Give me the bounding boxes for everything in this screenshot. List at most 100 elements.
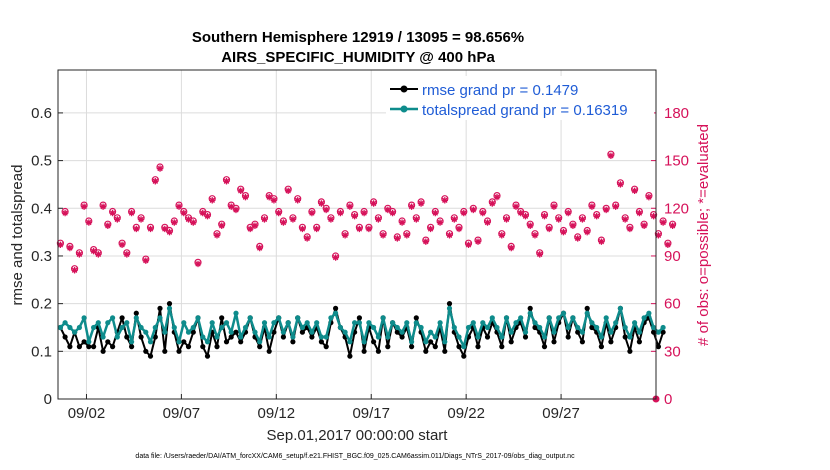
totalspread-point (361, 339, 367, 345)
series-layer (57, 301, 666, 359)
totalspread-point (556, 315, 562, 321)
totalspread-point (143, 329, 149, 335)
obs-layer (56, 150, 677, 403)
totalspread-point (110, 315, 116, 321)
totalspread-point (380, 315, 386, 321)
totalspread-point (138, 324, 144, 331)
totalspread-point (356, 320, 362, 326)
obs-evaluated-marker (550, 203, 558, 210)
obs-evaluated-marker (166, 228, 173, 236)
totalspread-point (271, 320, 277, 326)
obs-evaluated-marker (655, 232, 662, 239)
legend-rmse-label: rmse grand pr = 0.1479 (422, 82, 578, 99)
obs-evaluated-marker (489, 200, 496, 207)
totalspread-point (394, 324, 400, 331)
totalspread-point (195, 315, 201, 321)
obs-evaluated-marker (669, 222, 676, 229)
totalspread-point (190, 324, 196, 331)
rmse-point (200, 344, 206, 350)
rmse-point (484, 334, 491, 340)
totalspread-point (636, 329, 643, 335)
rmse-point (228, 334, 234, 340)
obs-evaluated-marker (522, 213, 529, 220)
totalspread-point (432, 334, 438, 340)
x-tick-label: 09/12 (258, 405, 296, 422)
rmse-point (81, 339, 87, 345)
totalspread-point (166, 305, 173, 311)
obs-evaluated-marker (498, 232, 505, 239)
rmse-point (105, 339, 111, 345)
obs-evaluated-marker (80, 203, 88, 210)
rmse-point (266, 348, 272, 354)
chart-subtitle: AIRS_SPECIFIC_HUMIDITY @ 400 hPa (221, 49, 495, 66)
obs-evaluated-marker (379, 232, 387, 239)
totalspread-point (565, 324, 571, 331)
obs-evaluated-marker (626, 225, 634, 233)
totalspread-point (242, 324, 249, 331)
obs-evaluated-marker (365, 225, 373, 233)
rmse-point (219, 315, 225, 321)
rmse-point (575, 329, 581, 335)
obs-evaluated-marker (99, 203, 107, 210)
totalspread-point (575, 324, 581, 331)
obs-evaluated-marker (114, 216, 121, 223)
totalspread-point (371, 324, 377, 331)
obs-evaluated-marker (583, 228, 591, 236)
rmse-point (91, 344, 97, 350)
obs-evaluated-marker (574, 235, 581, 242)
rmse-point (110, 344, 116, 350)
obs-evaluated-marker (602, 206, 610, 214)
obs-evaluated-marker (242, 193, 249, 201)
totalspread-point (480, 320, 486, 326)
rmse-point (522, 334, 529, 340)
obs-evaluated-marker (57, 241, 64, 249)
totalspread-point (261, 320, 268, 326)
obs-evaluated-marker (512, 203, 520, 210)
rmse-point (461, 353, 467, 359)
obs-evaluated-marker (546, 225, 553, 233)
obs-evaluated-marker (593, 213, 600, 220)
obs-evaluated-marker (175, 203, 183, 210)
obs-evaluated-marker (284, 187, 292, 194)
obs-evaluated-marker (536, 251, 543, 258)
totalspread-point (285, 320, 291, 326)
rmse-point (257, 344, 263, 350)
obs-evaluated-marker (650, 213, 657, 220)
rmse-point (86, 344, 92, 350)
x-tick-label: 09/02 (68, 405, 106, 422)
axis-ticks: 09/02 09/07 09/12 09/17 09/22 09/27 0 0.1 0.2 0.3… (31, 105, 689, 422)
obs-evaluated-marker (261, 216, 268, 223)
obs-evaluated-marker (375, 216, 382, 223)
totalspread-point (655, 329, 662, 335)
totalspread-point (409, 339, 415, 345)
rmse-point (399, 334, 405, 340)
totalspread-point (333, 310, 339, 316)
obs-evaluated-marker (76, 251, 83, 258)
rmse-point (290, 339, 296, 345)
rmse-point (636, 339, 643, 345)
obs-evaluated-marker (617, 181, 624, 188)
totalspread-point (219, 324, 225, 331)
totalspread-point (252, 329, 258, 335)
totalspread-point (651, 324, 657, 331)
totalspread-point (124, 320, 130, 326)
obs-evaluated-marker (465, 241, 472, 249)
obs-evaluated-marker (171, 219, 178, 226)
obs-evaluated-marker (137, 216, 145, 223)
chart-title: Southern Hemisphere 12919 / 13095 = 98.6… (192, 29, 524, 46)
obs-evaluated-marker (322, 206, 330, 214)
obs-evaluated-marker (640, 222, 648, 229)
totalspread-point (508, 329, 514, 335)
rmse-point (233, 329, 239, 335)
totalspread-point (608, 329, 614, 335)
totalspread-point (442, 339, 448, 345)
totalspread-point (209, 320, 215, 326)
y-tick-label: 0.2 (31, 296, 52, 313)
totalspread-point (200, 334, 206, 340)
obs-evaluated-marker (436, 219, 444, 226)
x-tick-label: 09/17 (352, 405, 390, 422)
totalspread-point (499, 334, 505, 340)
totalspread-point (603, 315, 609, 321)
totalspread-point (551, 329, 557, 335)
obs-evaluated-marker (384, 206, 392, 214)
